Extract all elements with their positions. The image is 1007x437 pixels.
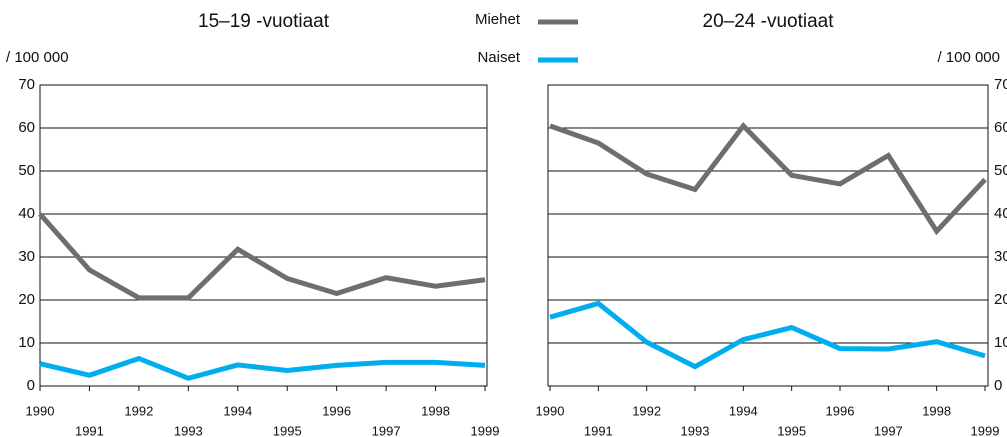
plot-frame [547, 84, 989, 387]
y-axis-label: / 100 000 [6, 49, 69, 66]
x-tick-label: 1995 [273, 423, 302, 437]
x-tick-label: 1999 [471, 423, 500, 437]
x-tick-label: 1997 [874, 423, 903, 437]
x-tick-label: 1992 [124, 403, 153, 418]
x-tick-label: 1996 [826, 403, 855, 418]
y-tick-label: 0 [27, 377, 35, 394]
chart-title: 15–19 -vuotiaat [198, 11, 330, 32]
series-line [38, 212, 486, 301]
y-tick-label: 60 [994, 119, 1007, 136]
x-tick-label: 1992 [632, 403, 661, 418]
y-tick-label: 30 [18, 248, 35, 265]
x-tick-label: 1991 [75, 423, 104, 437]
series-line [549, 300, 986, 370]
y-axis-label: / 100 000 [937, 49, 1000, 66]
x-tick-label: 1993 [174, 423, 203, 437]
x-tick-label: 1990 [536, 403, 565, 418]
x-tick-label: 1998 [421, 403, 450, 418]
y-tick-label: 70 [994, 76, 1007, 93]
y-tick-label: 50 [994, 162, 1007, 179]
y-tick-label: 20 [18, 291, 35, 308]
y-tick-label: 10 [18, 334, 35, 351]
x-tick-label: 1991 [584, 423, 613, 437]
x-tick-label: 1996 [322, 403, 351, 418]
plot-frame [39, 84, 488, 387]
x-tick-label: 1998 [922, 403, 951, 418]
x-tick-label: 1990 [26, 403, 55, 418]
y-tick-label: 60 [18, 119, 35, 136]
y-tick-label: 50 [18, 162, 35, 179]
chart-title: 20–24 -vuotiaat [703, 11, 835, 32]
y-tick-label: 30 [994, 248, 1007, 265]
y-tick-label: 20 [994, 291, 1007, 308]
y-tick-label: 40 [18, 205, 35, 222]
x-tick-label: 1999 [971, 423, 1000, 437]
y-tick-label: 10 [994, 334, 1007, 351]
series-line [549, 122, 987, 236]
legend-label: Miehet [475, 11, 521, 28]
y-tick-label: 70 [18, 76, 35, 93]
y-tick-label: 0 [994, 377, 1002, 394]
x-tick-label: 1995 [777, 423, 806, 437]
y-tick-label: 40 [994, 205, 1007, 222]
x-tick-label: 1997 [372, 423, 401, 437]
x-tick-label: 1994 [223, 403, 252, 418]
x-tick-label: 1993 [681, 423, 710, 437]
series-line [39, 355, 486, 381]
x-tick-label: 1994 [729, 403, 758, 418]
legend-label: Naiset [477, 49, 520, 66]
